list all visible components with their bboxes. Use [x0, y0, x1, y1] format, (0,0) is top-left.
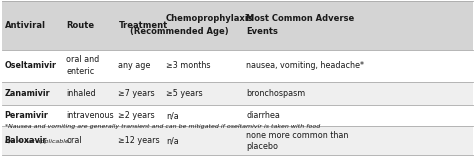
Text: diarrhea: diarrhea	[246, 111, 280, 120]
Bar	[2, 82, 473, 105]
Text: bronchospasm: bronchospasm	[246, 89, 306, 98]
Text: ≥12 years: ≥12 years	[118, 136, 160, 145]
Text: enteric: enteric	[66, 67, 95, 76]
Text: Route: Route	[66, 21, 94, 30]
Bar	[2, 126, 473, 155]
Text: placebo: placebo	[246, 141, 279, 150]
Text: nausea, vomiting, headache*: nausea, vomiting, headache*	[246, 61, 365, 70]
Text: Baloxavir: Baloxavir	[5, 136, 47, 145]
Text: Chemoprophylaxis: Chemoprophylaxis	[166, 14, 254, 23]
Text: Antiviral: Antiviral	[5, 21, 46, 30]
Text: intravenous: intravenous	[66, 111, 114, 120]
Text: n/a: n/a	[166, 136, 179, 145]
Text: ≥7 years: ≥7 years	[118, 89, 155, 98]
Text: Zanamivir: Zanamivir	[5, 89, 50, 98]
Text: ≥3 months: ≥3 months	[166, 61, 210, 70]
Text: *Nausea and vomiting are generally transient and can be mitigated if oseltamivir: *Nausea and vomiting are generally trans…	[5, 124, 320, 129]
Text: none more common than: none more common than	[246, 131, 349, 140]
Text: ≥5 years: ≥5 years	[166, 89, 202, 98]
Text: oral: oral	[66, 136, 82, 145]
Text: Treatment: Treatment	[118, 21, 168, 30]
Text: Oseltamivir: Oseltamivir	[5, 61, 57, 70]
Text: inhaled: inhaled	[66, 89, 96, 98]
Bar	[2, 1, 473, 50]
Text: Peramivir: Peramivir	[5, 111, 49, 120]
Text: oral and: oral and	[66, 55, 100, 64]
Text: any age: any age	[118, 61, 151, 70]
Text: Most Common Adverse: Most Common Adverse	[246, 14, 355, 23]
Bar	[2, 105, 473, 126]
Text: Events: Events	[246, 27, 278, 36]
Text: (Recommended Age): (Recommended Age)	[129, 27, 228, 36]
Bar	[2, 50, 473, 82]
Text: ≥2 years: ≥2 years	[118, 111, 155, 120]
Text: n/a = not applicable: n/a = not applicable	[5, 139, 69, 144]
Text: n/a: n/a	[166, 111, 179, 120]
